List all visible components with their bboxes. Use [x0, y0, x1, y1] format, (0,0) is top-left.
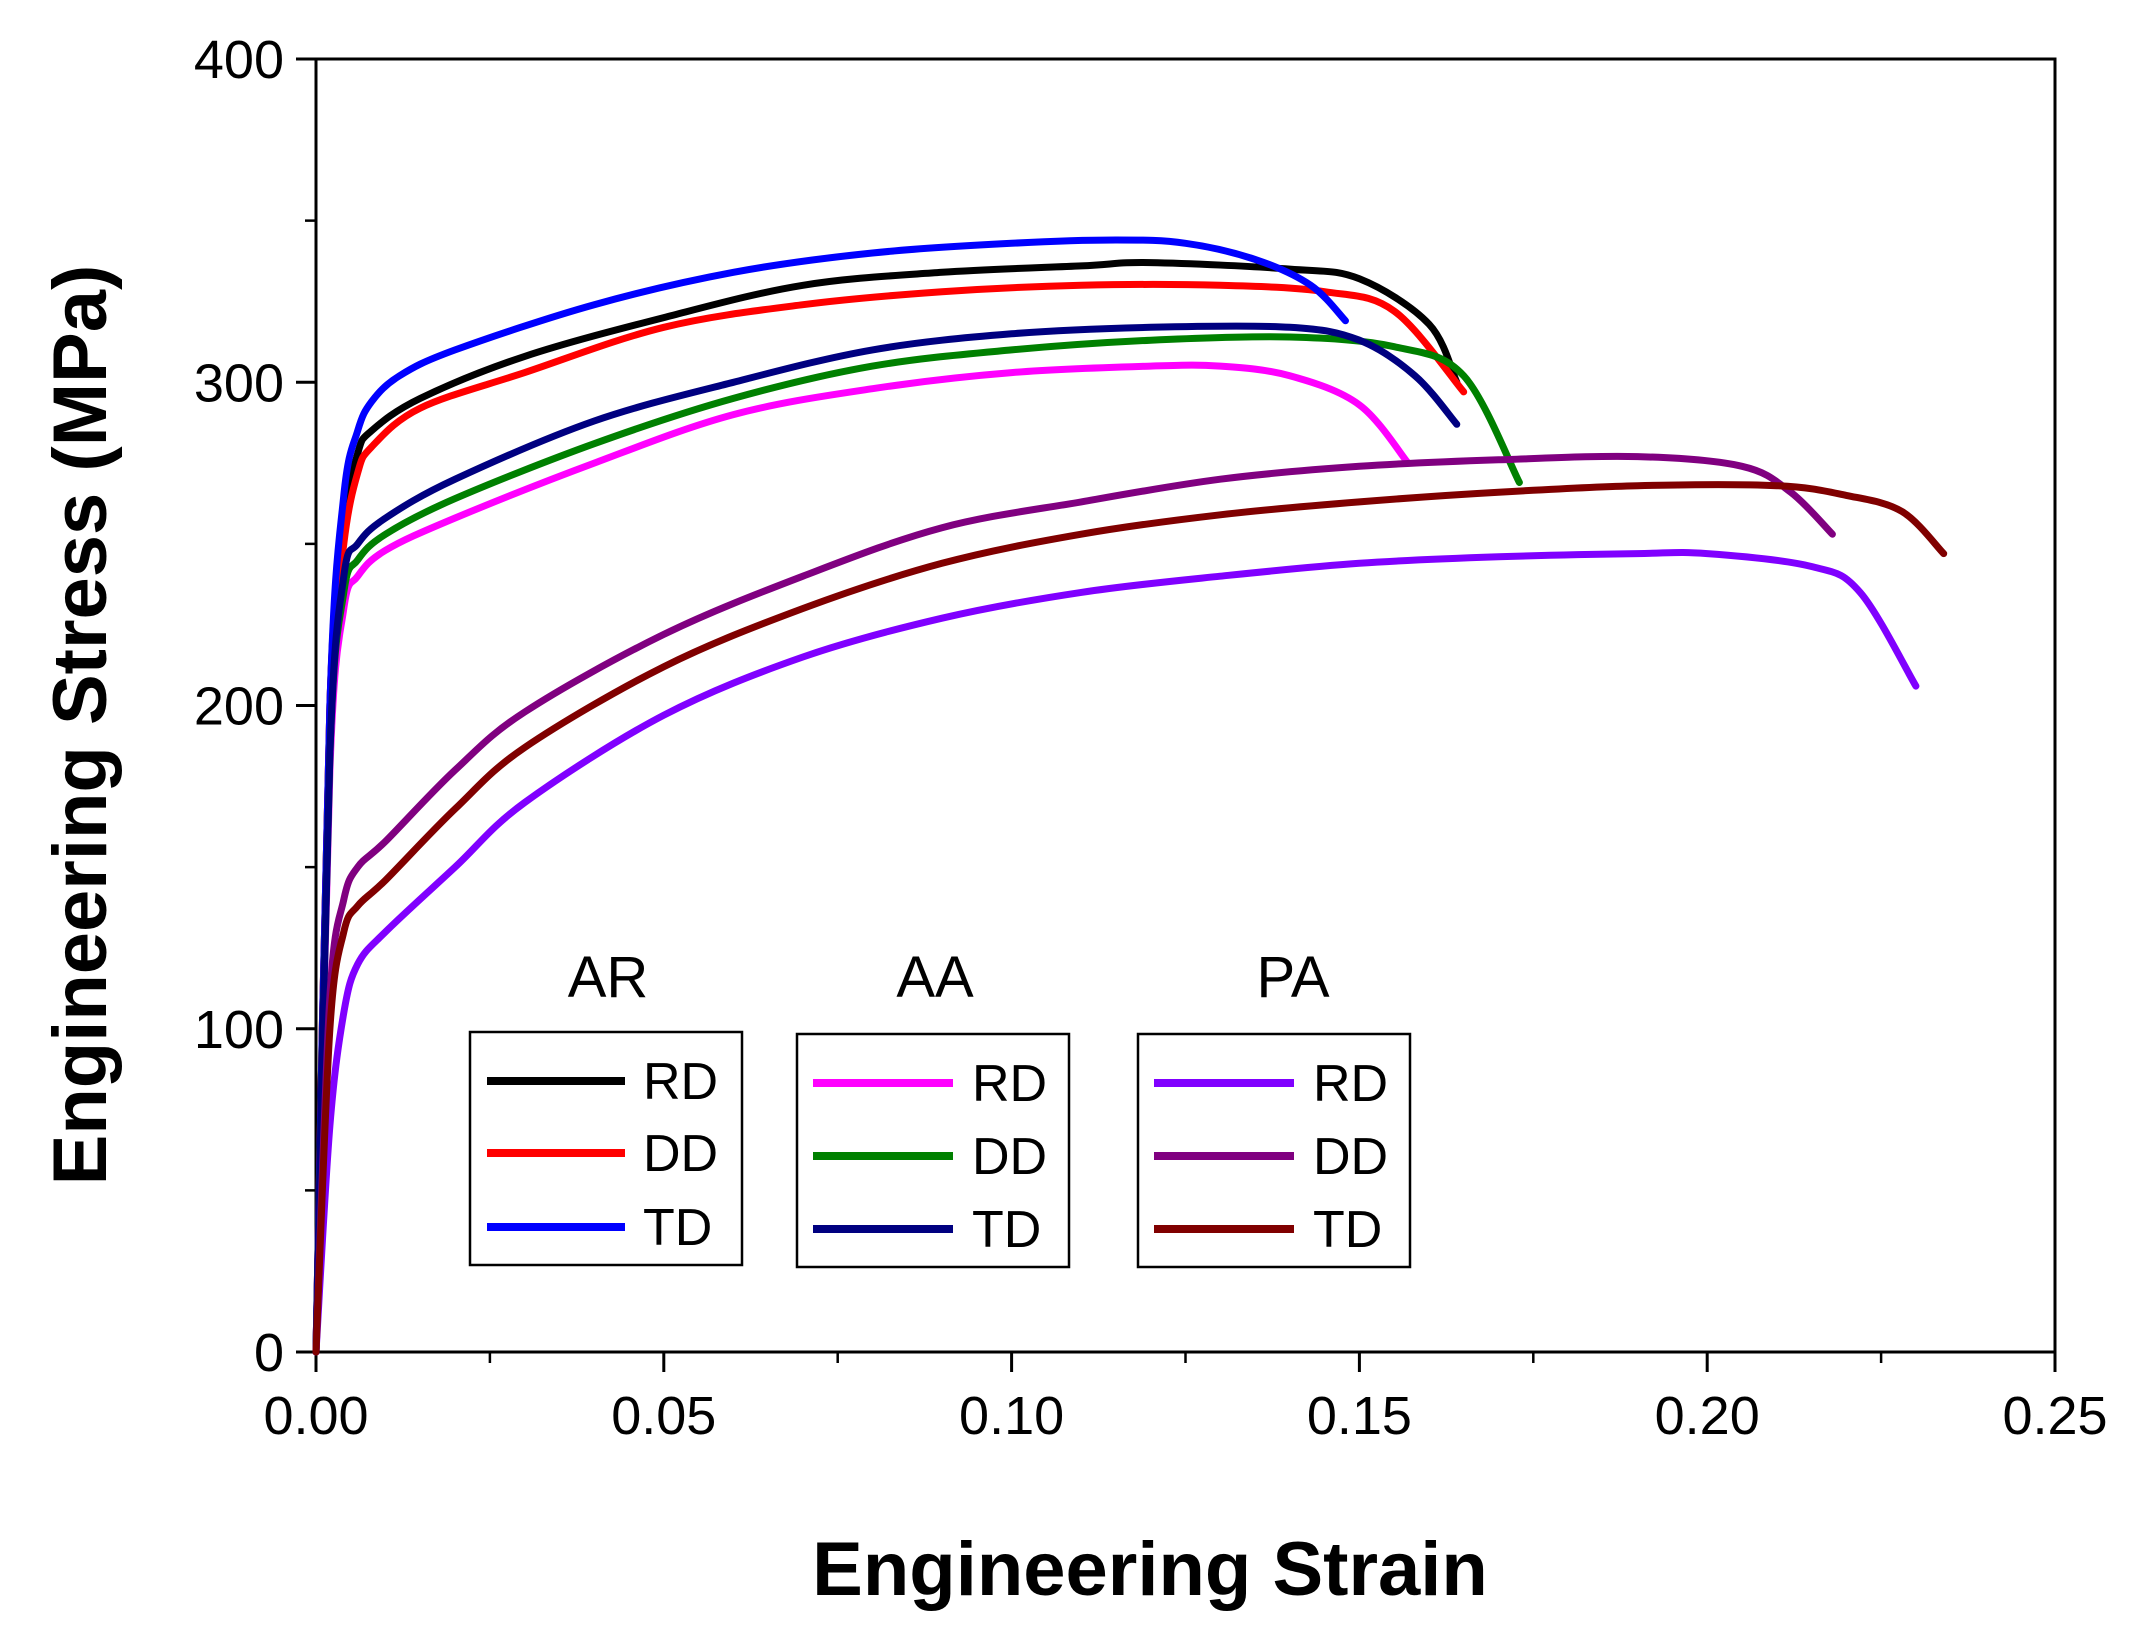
legend-box-pa: [1136, 1032, 1412, 1269]
axis-ticks: [296, 57, 2057, 1372]
y-axis-title: Engineering Stress (MPa): [38, 265, 123, 1186]
legend-label-aa-rd: RD: [972, 1055, 1047, 1113]
series-lines: [312, 236, 1948, 1356]
y-tick-label: 200: [194, 677, 284, 737]
series-line-aa-td: [312, 322, 1461, 1356]
legend-label-pa-td: TD: [1313, 1201, 1382, 1259]
legend-group-aa: AA RD DD TD: [795, 945, 1071, 1269]
y-tick-label: 300: [194, 353, 284, 413]
series-line-pa-rd: [312, 548, 1920, 1356]
x-tick-label: 0.05: [611, 1386, 716, 1446]
legend-label-ar-rd: RD: [643, 1053, 718, 1111]
series-line-pa-td: [312, 481, 1948, 1356]
legend-label-aa-td: TD: [972, 1201, 1041, 1259]
y-tick-label: 0: [254, 1323, 284, 1383]
legend-group-ar: AR RD DD TD: [468, 945, 744, 1267]
y-tick-label: 400: [194, 30, 284, 90]
x-axis-title: Engineering Strain: [812, 1527, 1488, 1612]
y-tick-label: 100: [194, 1000, 284, 1060]
x-tick-label: 0.10: [959, 1386, 1064, 1446]
x-tick-label: 0.15: [1307, 1386, 1412, 1446]
x-tick-label: 0.00: [263, 1386, 368, 1446]
legend-label-ar-td: TD: [643, 1199, 712, 1257]
legend-group-pa: PA RD DD TD: [1136, 945, 1412, 1269]
legend-title-aa: AA: [896, 945, 974, 1010]
legend-title-ar: AR: [568, 945, 649, 1010]
legend-label-pa-dd: DD: [1313, 1128, 1388, 1186]
legend-title-pa: PA: [1256, 945, 1329, 1010]
legend-box-ar: [468, 1030, 744, 1267]
legend-box-aa: [795, 1032, 1071, 1269]
axis-tick-labels: 0.00 0.05 0.10 0.15 0.20 0.25 0 100 200 300 400: [194, 30, 2108, 1446]
series-line-pa-dd: [312, 452, 1836, 1356]
legend-label-ar-dd: DD: [643, 1125, 718, 1183]
x-tick-label: 0.25: [2002, 1386, 2107, 1446]
legend-label-aa-dd: DD: [972, 1128, 1047, 1186]
series-line-ar-td: [312, 236, 1349, 1356]
x-tick-label: 0.20: [1655, 1386, 1760, 1446]
legend-label-pa-rd: RD: [1313, 1055, 1388, 1113]
